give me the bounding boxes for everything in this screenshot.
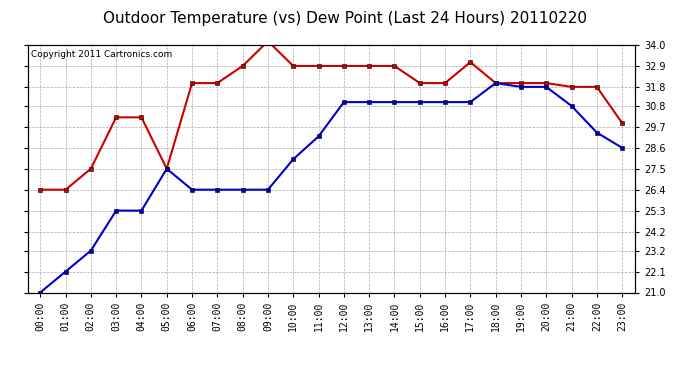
- Text: Outdoor Temperature (vs) Dew Point (Last 24 Hours) 20110220: Outdoor Temperature (vs) Dew Point (Last…: [103, 11, 587, 26]
- Text: Copyright 2011 Cartronics.com: Copyright 2011 Cartronics.com: [30, 50, 172, 59]
